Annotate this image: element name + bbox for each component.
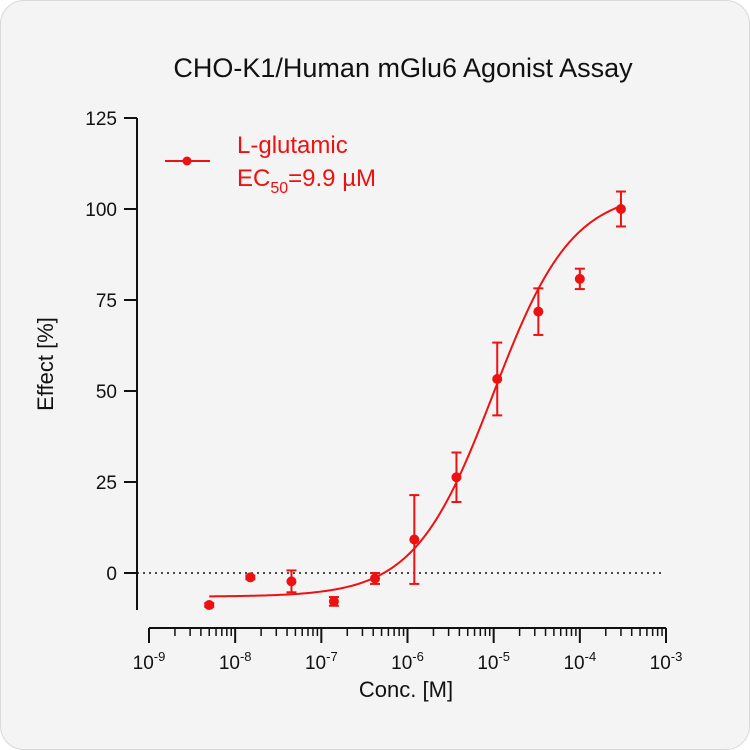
data-marker bbox=[533, 306, 544, 317]
data-point bbox=[245, 572, 256, 583]
x-tick-label: 10-4 bbox=[563, 649, 596, 674]
legend-label: L-glutamic bbox=[237, 132, 348, 159]
y-axis: 0 25 50 75 100 125 bbox=[85, 109, 138, 610]
data-point bbox=[451, 451, 462, 504]
data-marker bbox=[204, 600, 215, 611]
y-ticks: 0 25 50 75 100 125 bbox=[85, 109, 137, 585]
data-point bbox=[615, 190, 626, 228]
legend-ec50-value: =9.9 µM bbox=[288, 165, 376, 192]
chart-title: CHO-K1/Human mGlu6 Agonist Assay bbox=[173, 53, 633, 83]
legend-ec50: EC50=9.9 µM bbox=[237, 165, 376, 197]
x-tick-label: 10-9 bbox=[133, 649, 166, 674]
legend-ec50-prefix: EC bbox=[237, 165, 270, 192]
x-axis-title: Conc. [M] bbox=[359, 677, 453, 702]
data-marker bbox=[409, 534, 420, 545]
legend: L-glutamic EC50=9.9 µM bbox=[165, 132, 376, 197]
y-tick-label: 0 bbox=[106, 564, 117, 585]
data-marker bbox=[328, 596, 339, 607]
data-marker bbox=[286, 576, 297, 587]
plot-area bbox=[204, 190, 626, 611]
y-tick-label: 100 bbox=[85, 200, 117, 221]
y-tick-label: 75 bbox=[96, 291, 117, 312]
x-tick-label: 10-6 bbox=[391, 649, 424, 674]
data-point bbox=[574, 267, 585, 291]
x-tick-label: 10-8 bbox=[219, 649, 252, 674]
y-tick-label: 125 bbox=[85, 109, 117, 130]
data-point bbox=[286, 569, 297, 594]
data-point bbox=[409, 494, 420, 585]
data-marker bbox=[615, 204, 626, 214]
data-marker bbox=[492, 373, 503, 384]
x-tick-label: 10-7 bbox=[305, 649, 338, 674]
data-point bbox=[204, 600, 215, 611]
x-ticks: 10-9 10-8 10-7 10-6 10-5 10-4 10-3 bbox=[133, 628, 683, 674]
x-tick-label: 10-5 bbox=[477, 649, 510, 674]
data-point bbox=[328, 596, 339, 607]
y-tick-label: 25 bbox=[96, 473, 117, 494]
data-point bbox=[370, 572, 381, 585]
data-marker bbox=[574, 273, 585, 284]
y-tick-label: 50 bbox=[96, 382, 117, 403]
legend-ec50-subscript: 50 bbox=[270, 180, 288, 197]
legend-marker bbox=[182, 156, 192, 166]
data-marker bbox=[370, 573, 381, 584]
data-point bbox=[492, 341, 503, 417]
data-point bbox=[533, 287, 544, 336]
x-tick-label: 10-3 bbox=[650, 649, 683, 674]
data-marker bbox=[451, 472, 462, 483]
y-axis-title: Effect [%] bbox=[33, 317, 58, 411]
data-marker bbox=[245, 572, 256, 583]
x-axis: 10-9 10-8 10-7 10-6 10-5 10-4 10-3 bbox=[133, 627, 683, 674]
